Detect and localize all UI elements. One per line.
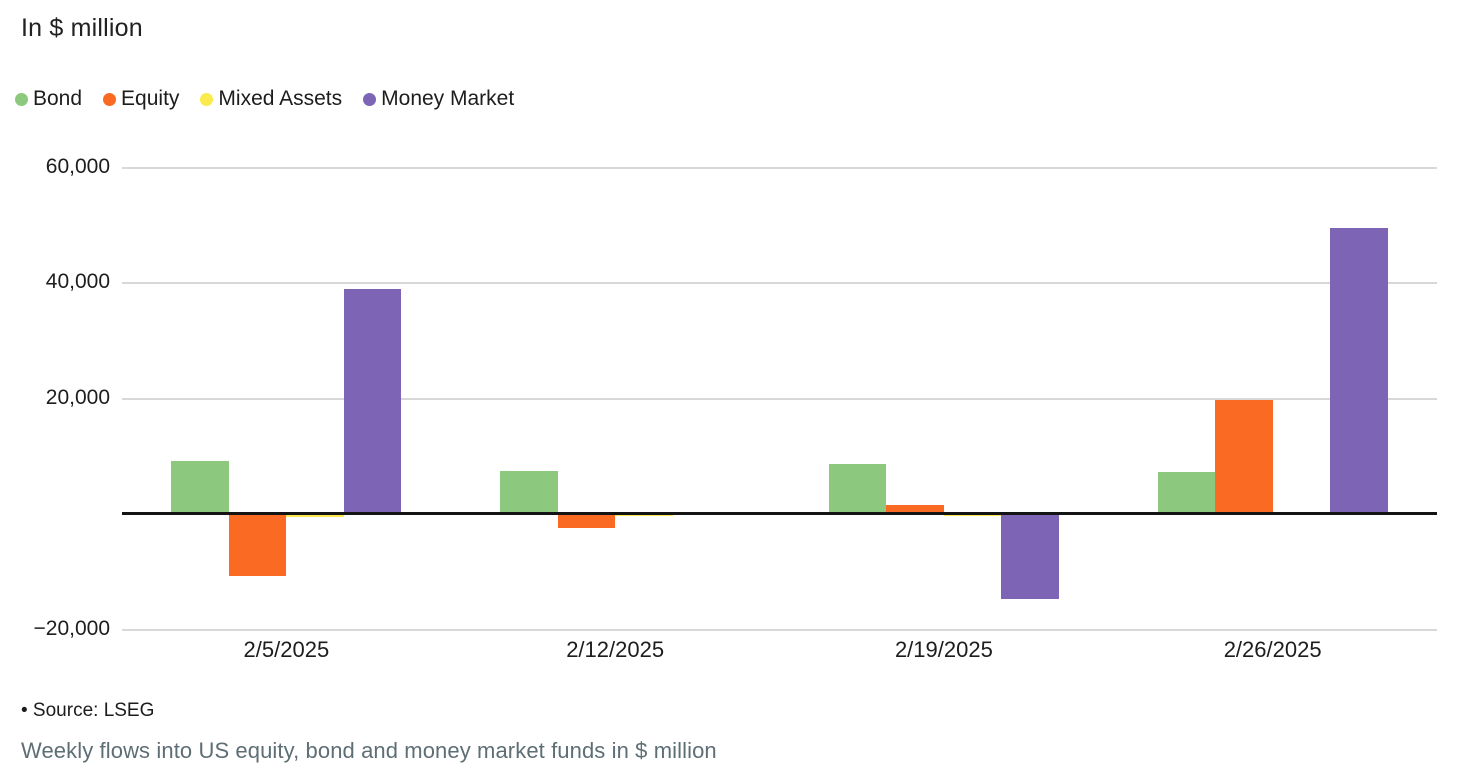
gridline--20000 — [122, 628, 1437, 631]
x-tick-label-2-26-2025: 2/26/2025 — [1223, 637, 1322, 662]
bar-equity-2-5-2025 — [228, 514, 287, 577]
legend-label-bond: Bond — [33, 87, 83, 110]
legend-item-money-market: Money Market — [363, 87, 514, 111]
y-tick-label: 40,000 — [45, 270, 110, 293]
bar-mixed-assets-2-5-2025 — [286, 514, 344, 518]
bar-equity-2-12-2025 — [557, 514, 616, 528]
source-note: • Source: LSEG — [21, 700, 155, 721]
x-tick-label-2-19-2025: 2/19/2025 — [894, 637, 993, 662]
bar-money-market-2-5-2025 — [343, 288, 402, 514]
legend-dot-money-market — [363, 92, 377, 106]
x-tick-label-2-5-2025: 2/5/2025 — [243, 637, 330, 662]
legend-label-equity: Equity — [121, 87, 180, 110]
legend-dot-bond — [15, 92, 28, 106]
legend-label-mixed-assets: Mixed Assets — [218, 87, 343, 110]
legend-dot-equity — [103, 92, 117, 106]
bar-money-market-2-26-2025 — [1330, 228, 1388, 514]
bar-bond-2-26-2025 — [1157, 471, 1216, 514]
zero-axis-line — [122, 512, 1437, 515]
bar-bond-2-12-2025 — [500, 471, 558, 514]
legend-dot-mixed-assets — [200, 92, 214, 106]
gridline-20000 — [122, 397, 1437, 400]
legend: Bond Equity Mixed Assets Money Market — [15, 87, 514, 111]
legend-item-equity: Equity — [103, 87, 179, 111]
bar-bond-2-5-2025 — [171, 461, 229, 514]
legend-label-money-market: Money Market — [381, 87, 515, 110]
bar-money-market-2-19-2025 — [1001, 514, 1059, 599]
gridline-60000 — [122, 166, 1437, 169]
gridline-40000 — [122, 282, 1437, 284]
bar-equity-2-19-2025 — [886, 505, 944, 514]
x-tick-label-2-12-2025: 2/12/2025 — [566, 637, 665, 662]
legend-item-mixed-assets: Mixed Assets — [200, 87, 342, 111]
bar-equity-2-26-2025 — [1215, 400, 1273, 514]
bar-bond-2-19-2025 — [828, 464, 887, 514]
chart-title: In $ million — [21, 14, 143, 42]
y-tick-label: 60,000 — [45, 154, 110, 178]
legend-item-bond: Bond — [15, 87, 82, 111]
chart-caption: Weekly flows into US equity, bond and mo… — [21, 738, 717, 763]
y-tick-label: −20,000 — [33, 616, 111, 640]
y-tick-label: 20,000 — [45, 385, 110, 409]
